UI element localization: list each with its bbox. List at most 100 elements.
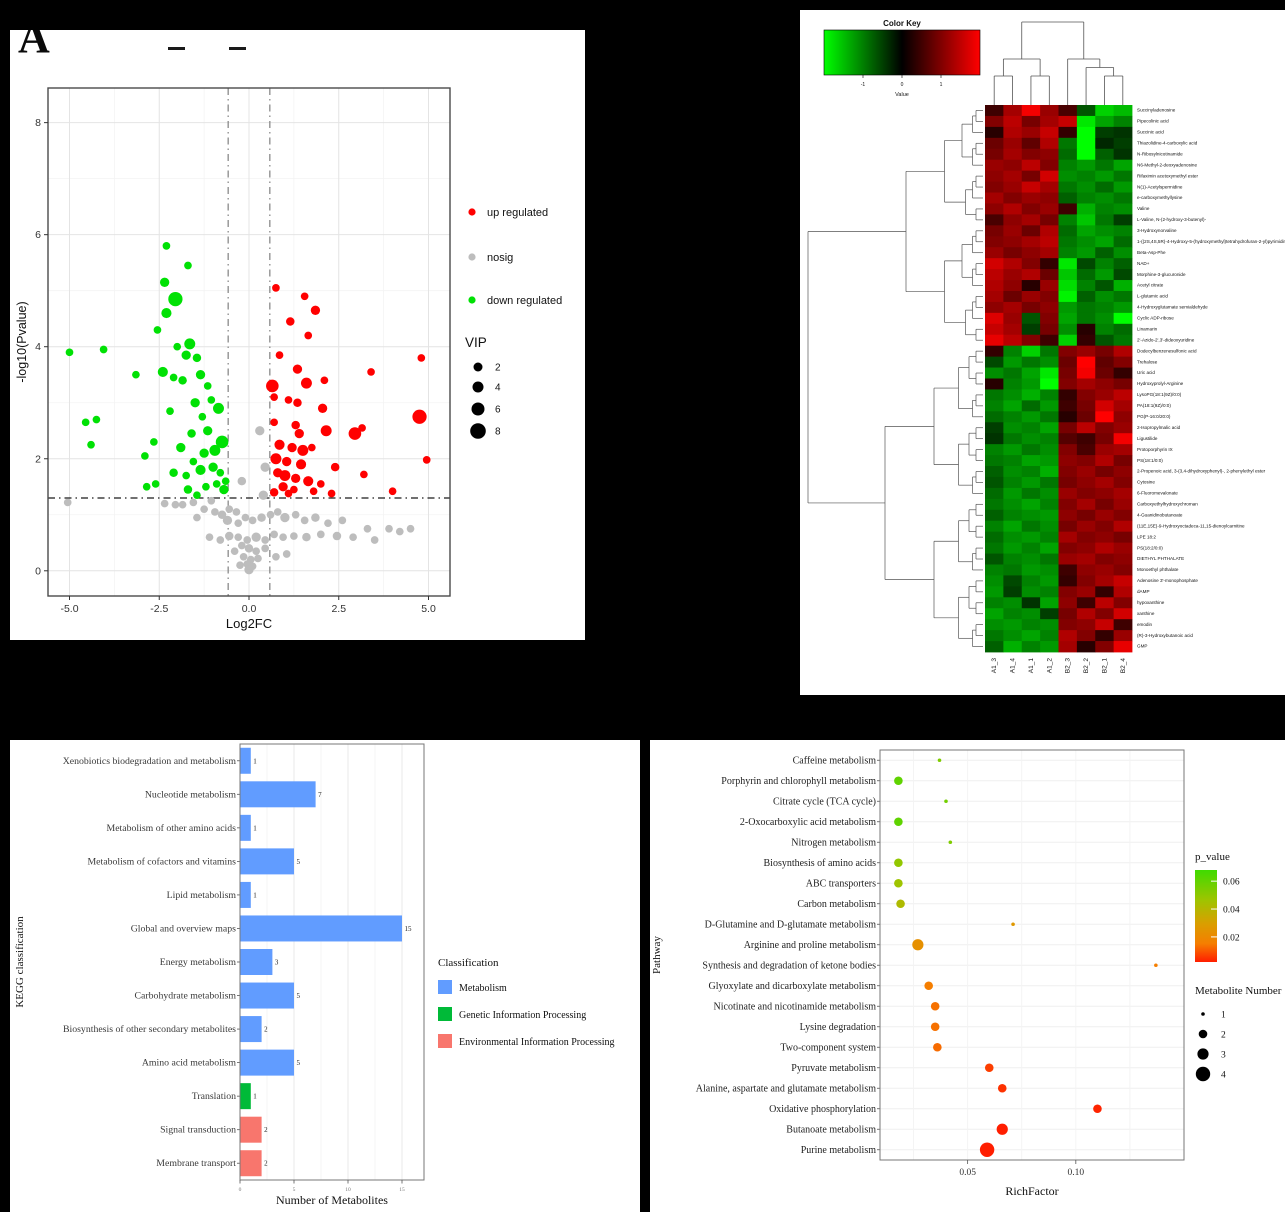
heatmap-cell (1058, 553, 1078, 565)
data-point (303, 476, 314, 487)
heatmap-cell (1021, 531, 1041, 543)
heatmap-cell (1003, 542, 1023, 554)
heatmap-cell (1076, 301, 1096, 314)
heatmap-cell (1021, 269, 1041, 281)
data-point (282, 550, 291, 558)
pathway-label: Biosynthesis of amino acids (764, 858, 877, 869)
heatmap-cell (1076, 641, 1096, 653)
heatmap-cell (985, 126, 1004, 139)
heatmap-cell (1113, 356, 1133, 368)
heatmap-cell (1113, 159, 1133, 172)
heatmap-cell (1095, 236, 1115, 248)
heatmap-cell (1040, 159, 1059, 172)
data-point (310, 305, 321, 315)
heatmap-cell (1003, 137, 1023, 150)
column-label: B2_2 (1083, 658, 1090, 674)
heatmap-cell (985, 356, 1004, 368)
heatmap-cell (1003, 269, 1023, 281)
size-legend-label: 8 (495, 427, 501, 438)
data-point (187, 429, 196, 438)
size-legend-dot (1201, 1012, 1205, 1016)
row-label: Cytosine (1137, 480, 1155, 485)
bubble (997, 1083, 1007, 1093)
pathway-label: Citrate cycle (TCA cycle) (773, 796, 876, 807)
heatmap-cell (985, 466, 1004, 478)
data-point (255, 426, 265, 436)
bubble (937, 758, 942, 763)
row-label: Monoethyl phthalate (1137, 567, 1179, 572)
data-point (385, 524, 393, 533)
data-point (363, 524, 372, 533)
data-point (241, 513, 250, 522)
color-key-gradient (823, 29, 981, 76)
data-point (166, 407, 174, 415)
legend: up regulated nosig down regulated VIP 2 4 6 8 (465, 207, 562, 439)
heatmap-cell (1021, 356, 1041, 368)
heatmap-cell (1021, 312, 1041, 325)
heatmap-cell (1040, 170, 1059, 182)
data-point (195, 464, 206, 476)
data-point (252, 547, 261, 556)
data-point (307, 443, 316, 452)
size-legend-title: VIP (465, 335, 487, 350)
heatmap-cell (1058, 411, 1078, 423)
heatmap-cell (1113, 498, 1133, 511)
heatmap-cell (1095, 444, 1115, 456)
data-point (370, 536, 379, 544)
data-point (234, 519, 243, 528)
bar (240, 915, 402, 942)
y-axis-title: KEGG classification (14, 916, 26, 1008)
heatmap-cell (1113, 520, 1133, 533)
row-label: 1-((2S,4S,5R)-4-Hydroxy-5-(hydroxymethyl… (1137, 239, 1285, 244)
heatmap-cell (1058, 608, 1078, 620)
bar-value-label: 7 (318, 791, 322, 799)
heatmap-cell (1040, 400, 1059, 412)
heatmap-cell (1058, 378, 1078, 390)
heatmap-cell (1058, 422, 1078, 434)
data-point (311, 513, 320, 522)
heatmap-cell (1095, 455, 1115, 467)
bar-value-label: 15 (405, 925, 413, 933)
heatmap-cell (1003, 553, 1023, 565)
heatmap-cell (985, 334, 1004, 347)
pathway-label: D-Glutamine and D-glutamate metabolism (705, 919, 877, 930)
bubble (1011, 922, 1015, 927)
heatmap-cell (1113, 455, 1133, 467)
data-point (287, 442, 297, 453)
legend-key-swatch (438, 980, 452, 994)
data-point (132, 370, 140, 379)
heatmap-cell (1113, 641, 1133, 653)
heatmap-cell (1021, 105, 1041, 117)
heatmap-column-labels: A1_3 A1_4 A1_1 A1_2 B2_3 B2_2 B2_1 B2_4 (991, 658, 1127, 674)
data-point (65, 348, 74, 357)
data-point (300, 292, 309, 301)
data-point (286, 317, 295, 326)
plot-area (880, 750, 1184, 1160)
data-point (190, 398, 200, 408)
data-point (159, 277, 170, 287)
legend-key-swatch (438, 1034, 452, 1048)
plot-border (239, 743, 425, 1181)
bar (240, 1150, 262, 1177)
category-label: Xenobiotics biodegradation and metabolis… (63, 756, 237, 767)
pathway-label: Carbon metabolism (797, 899, 876, 910)
data-point (168, 291, 183, 307)
data-point (417, 354, 426, 362)
heatmap-cell (1113, 608, 1133, 620)
heatmap-cell (985, 608, 1004, 620)
heatmap-cell (1021, 400, 1041, 412)
heatmap-cell (1113, 137, 1133, 150)
heatmap-cell (1058, 345, 1078, 358)
bar (240, 1116, 262, 1143)
data-point (300, 377, 312, 389)
data-point (257, 513, 266, 522)
heatmap-cell (1058, 170, 1078, 182)
points-up-regulated (266, 284, 431, 498)
heatmap-cell (1076, 433, 1096, 445)
size-legend-label: 6 (495, 405, 501, 416)
heatmap-cell (1040, 487, 1059, 500)
data-point (203, 426, 213, 436)
data-point (406, 524, 415, 533)
heatmap-cell (1076, 422, 1096, 434)
heatmap-cell (1076, 148, 1096, 161)
